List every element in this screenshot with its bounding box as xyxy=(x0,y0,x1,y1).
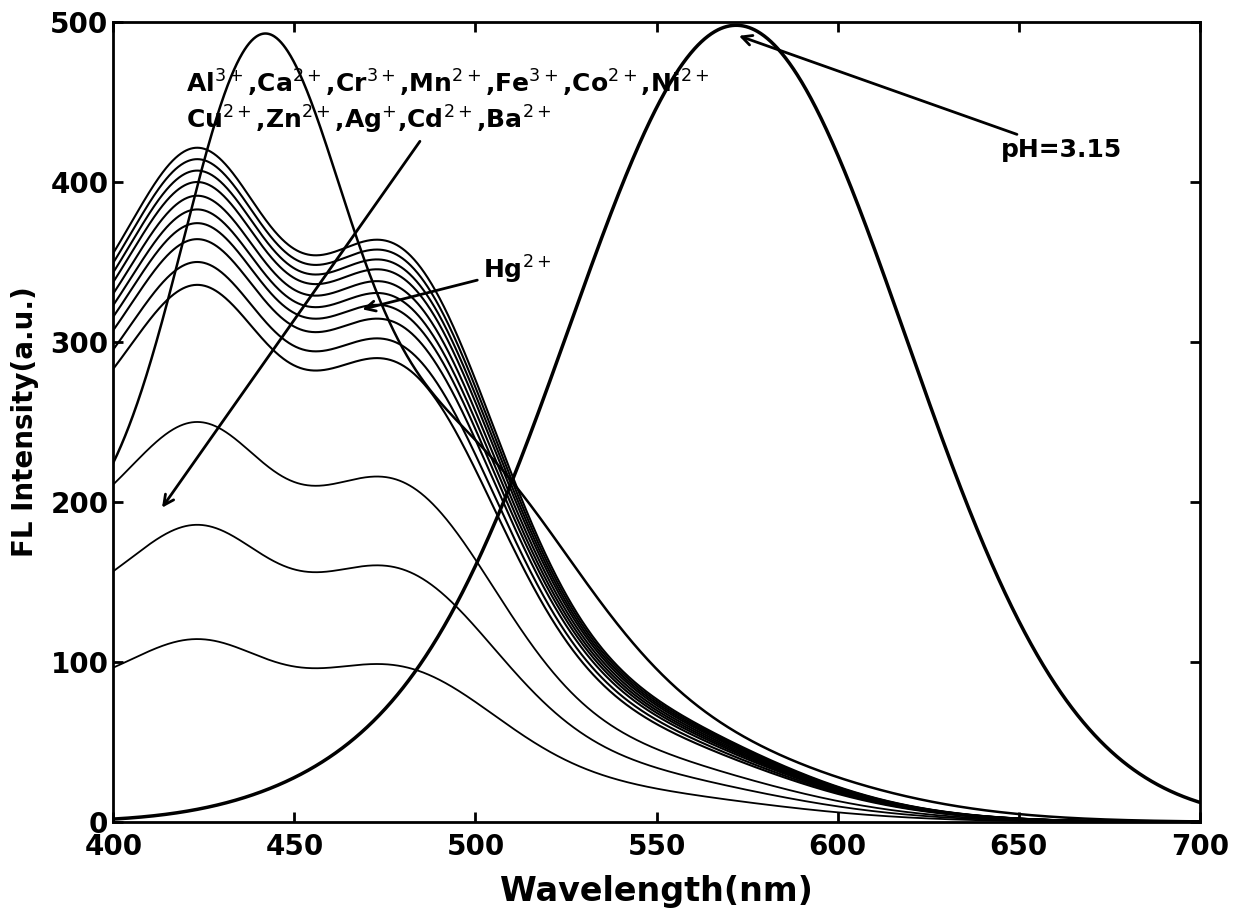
Y-axis label: FL Intensity(a.u.): FL Intensity(a.u.) xyxy=(11,287,40,558)
X-axis label: Wavelength(nm): Wavelength(nm) xyxy=(500,875,813,908)
Text: Al$^{3+}$,Ca$^{2+}$,Cr$^{3+}$,Mn$^{2+}$,Fe$^{3+}$,Co$^{2+}$,Ni$^{2+}$
Cu$^{2+}$,: Al$^{3+}$,Ca$^{2+}$,Cr$^{3+}$,Mn$^{2+}$,… xyxy=(164,68,709,505)
Text: pH=3.15: pH=3.15 xyxy=(742,36,1122,162)
Text: Hg$^{2+}$: Hg$^{2+}$ xyxy=(366,254,552,311)
